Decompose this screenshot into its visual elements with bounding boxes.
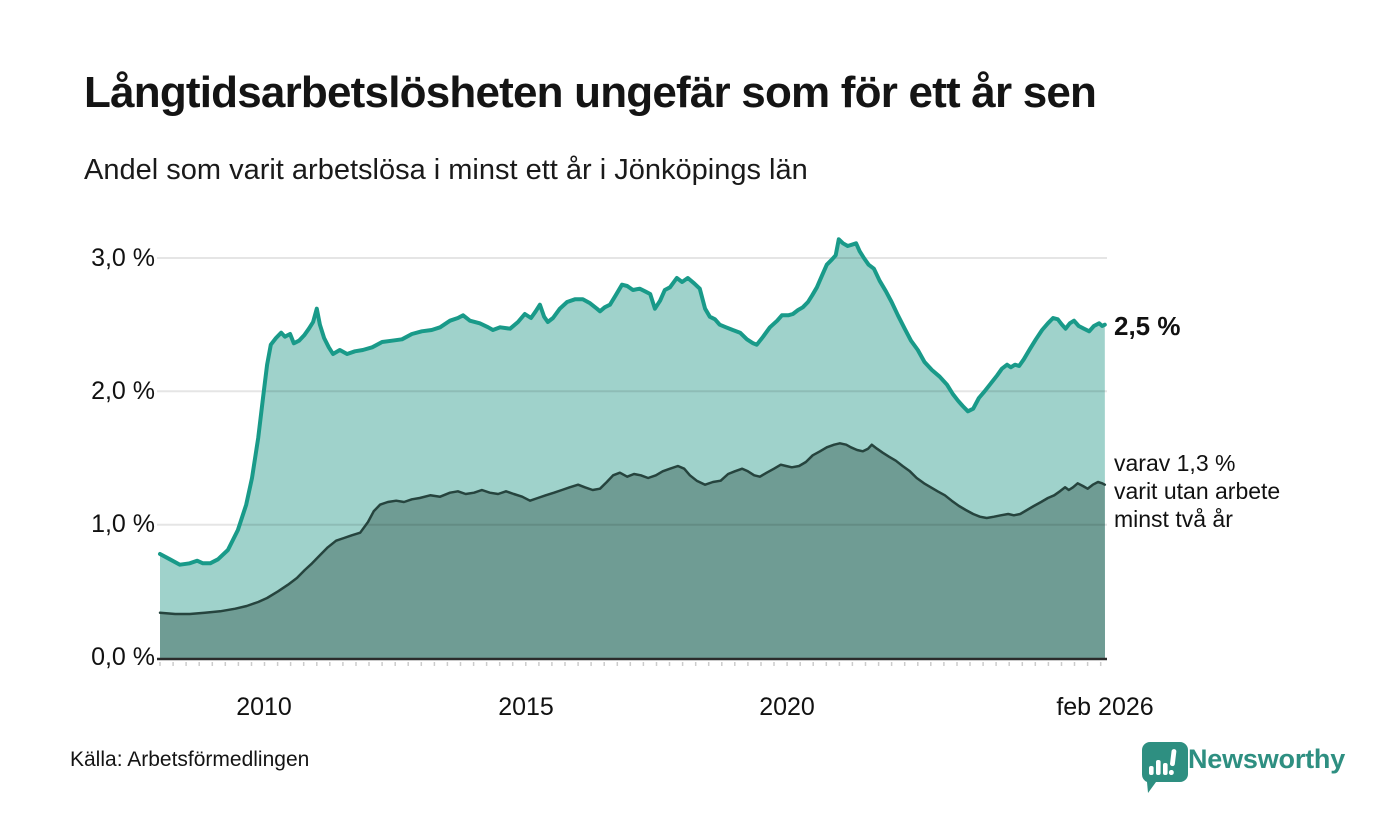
x-axis-label-2015: 2015 — [498, 693, 554, 721]
y-axis-label-0-0: 0,0 % — [91, 643, 155, 671]
newsworthy-logo-icon — [1141, 742, 1188, 793]
source-credit: Källa: Arbetsförmedlingen — [70, 748, 310, 771]
annotation-line-2: varit utan arbete — [1114, 478, 1281, 504]
x-axis-label-feb-2026: feb 2026 — [1056, 693, 1154, 721]
area-andel-arbetsl-sa-minst-tv-r — [160, 443, 1105, 658]
x-axis-label-2010: 2010 — [236, 693, 292, 721]
chart-subtitle: Andel som varit arbetslösa i minst ett å… — [84, 154, 808, 186]
page-title: Långtidsarbetslösheten ungefär som för e… — [84, 68, 1097, 117]
annotation-line-3: minst två år — [1114, 506, 1233, 532]
latest-value-label-total: 2,5 % — [1114, 311, 1181, 341]
x-axis-label-2020: 2020 — [759, 693, 815, 721]
line-andel-arbetsl-sa-minst-tv-r — [158, 442, 1107, 616]
newsworthy-wordmark: Newsworthy — [1188, 744, 1346, 774]
latest-value-label-two-years: varav 1,3 % varit utan arbete minst två … — [1114, 449, 1280, 533]
y-axis-label-3-0: 3,0 % — [91, 244, 155, 272]
y-axis-label-1-0: 1,0 % — [91, 510, 155, 538]
y-axis-label-2-0: 2,0 % — [91, 377, 155, 405]
line-andel-arbetsl-sa-minst-ett-r — [158, 237, 1107, 567]
annotation-line-1: varav 1,3 % — [1114, 450, 1236, 476]
